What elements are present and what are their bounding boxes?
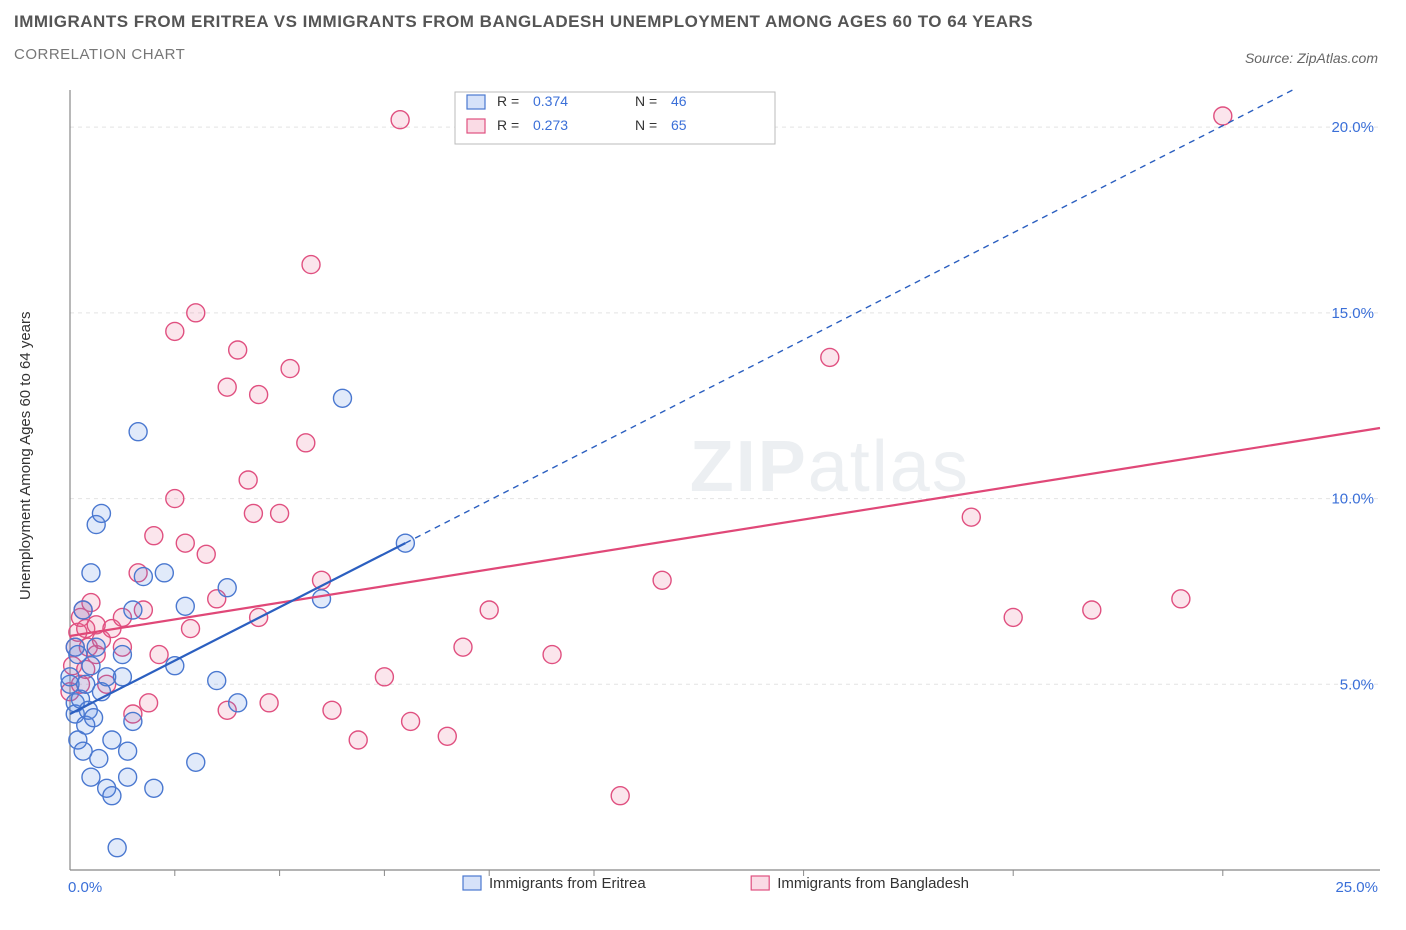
- scatter-point-bangladesh: [653, 571, 671, 589]
- scatter-point-bangladesh: [281, 360, 299, 378]
- scatter-point-eritrea: [113, 646, 131, 664]
- legend-swatch: [467, 119, 485, 133]
- scatter-point-eritrea: [218, 579, 236, 597]
- scatter-point-eritrea: [333, 389, 351, 407]
- scatter-point-bangladesh: [1172, 590, 1190, 608]
- scatter-point-bangladesh: [145, 527, 163, 545]
- scatter-point-eritrea: [124, 601, 142, 619]
- scatter-point-bangladesh: [454, 638, 472, 656]
- legend-n-value: 65: [671, 117, 687, 133]
- bottom-legend-swatch-bangladesh: [751, 876, 769, 890]
- scatter-point-bangladesh: [302, 256, 320, 274]
- scatter-point-bangladesh: [250, 386, 268, 404]
- scatter-point-bangladesh: [438, 727, 456, 745]
- scatter-point-eritrea: [119, 768, 137, 786]
- legend-r-value: 0.374: [533, 93, 568, 109]
- scatter-point-bangladesh: [611, 787, 629, 805]
- scatter-point-bangladesh: [166, 322, 184, 340]
- scatter-point-eritrea: [87, 638, 105, 656]
- scatter-point-eritrea: [103, 787, 121, 805]
- watermark: ZIPatlas: [690, 427, 970, 507]
- scatter-point-bangladesh: [187, 304, 205, 322]
- bottom-legend-label-eritrea: Immigrants from Eritrea: [489, 875, 646, 892]
- scatter-point-bangladesh: [480, 601, 498, 619]
- scatter-point-bangladesh: [229, 341, 247, 359]
- scatter-point-eritrea: [176, 597, 194, 615]
- bottom-legend-label-bangladesh: Immigrants from Bangladesh: [777, 875, 969, 892]
- y-axis-title: Unemployment Among Ages 60 to 64 years: [17, 311, 34, 600]
- scatter-point-eritrea: [229, 694, 247, 712]
- bottom-legend-swatch-eritrea: [463, 876, 481, 890]
- scatter-point-bangladesh: [260, 694, 278, 712]
- scatter-point-bangladesh: [349, 731, 367, 749]
- scatter-point-eritrea: [82, 657, 100, 675]
- legend-r-value: 0.273: [533, 117, 568, 133]
- scatter-point-eritrea: [145, 779, 163, 797]
- legend-n-value: 46: [671, 93, 687, 109]
- scatter-point-bangladesh: [1083, 601, 1101, 619]
- scatter-point-bangladesh: [375, 668, 393, 686]
- correlation-scatter-chart: 5.0% 10.0% 15.0% 20.0% 0.0% 25.0% Unemployment…: [0, 80, 1406, 930]
- scatter-point-bangladesh: [821, 348, 839, 366]
- scatter-point-bangladesh: [182, 620, 200, 638]
- scatter-point-bangladesh: [1004, 608, 1022, 626]
- chart-title: IMMIGRANTS FROM ERITREA VS IMMIGRANTS FR…: [14, 12, 1033, 32]
- scatter-point-eritrea: [90, 750, 108, 768]
- scatter-point-bangladesh: [140, 694, 158, 712]
- y-tick-label: 20.0%: [1331, 119, 1374, 136]
- y-tick-label: 15.0%: [1331, 305, 1374, 322]
- scatter-point-bangladesh: [197, 545, 215, 563]
- scatter-point-bangladesh: [297, 434, 315, 452]
- scatter-point-eritrea: [129, 423, 147, 441]
- scatter-point-eritrea: [119, 742, 137, 760]
- y-tick-label: 10.0%: [1331, 491, 1374, 508]
- scatter-point-eritrea: [124, 712, 142, 730]
- scatter-point-bangladesh: [239, 471, 257, 489]
- source-attribution: Source: ZipAtlas.com: [1245, 50, 1378, 66]
- scatter-point-bangladesh: [244, 504, 262, 522]
- scatter-point-eritrea: [208, 672, 226, 690]
- scatter-point-eritrea: [82, 564, 100, 582]
- source-prefix: Source:: [1245, 50, 1297, 66]
- legend-r-label: R =: [497, 93, 519, 109]
- x-tick-label: 0.0%: [68, 879, 102, 896]
- scatter-point-eritrea: [74, 601, 92, 619]
- legend-n-label: N =: [635, 93, 657, 109]
- scatter-point-eritrea: [85, 709, 103, 727]
- chart-subtitle: CORRELATION CHART: [14, 46, 1033, 63]
- scatter-point-bangladesh: [543, 646, 561, 664]
- chart-title-block: IMMIGRANTS FROM ERITREA VS IMMIGRANTS FR…: [14, 12, 1033, 63]
- scatter-point-bangladesh: [176, 534, 194, 552]
- scatter-point-bangladesh: [166, 490, 184, 508]
- x-tick-label: 25.0%: [1335, 879, 1378, 896]
- scatter-point-bangladesh: [271, 504, 289, 522]
- scatter-point-eritrea: [103, 731, 121, 749]
- scatter-point-eritrea: [313, 590, 331, 608]
- scatter-point-eritrea: [155, 564, 173, 582]
- scatter-point-bangladesh: [323, 701, 341, 719]
- legend-n-label: N =: [635, 117, 657, 133]
- legend-r-label: R =: [497, 117, 519, 133]
- scatter-point-bangladesh: [150, 646, 168, 664]
- y-tick-label: 5.0%: [1340, 676, 1374, 693]
- scatter-point-bangladesh: [962, 508, 980, 526]
- scatter-point-bangladesh: [218, 378, 236, 396]
- scatter-point-eritrea: [82, 768, 100, 786]
- scatter-point-bangladesh: [391, 111, 409, 129]
- source-name: ZipAtlas.com: [1297, 50, 1378, 66]
- scatter-point-eritrea: [134, 568, 152, 586]
- scatter-point-bangladesh: [402, 712, 420, 730]
- scatter-point-eritrea: [187, 753, 205, 771]
- legend-swatch: [467, 95, 485, 109]
- scatter-point-eritrea: [108, 839, 126, 857]
- scatter-point-eritrea: [92, 504, 110, 522]
